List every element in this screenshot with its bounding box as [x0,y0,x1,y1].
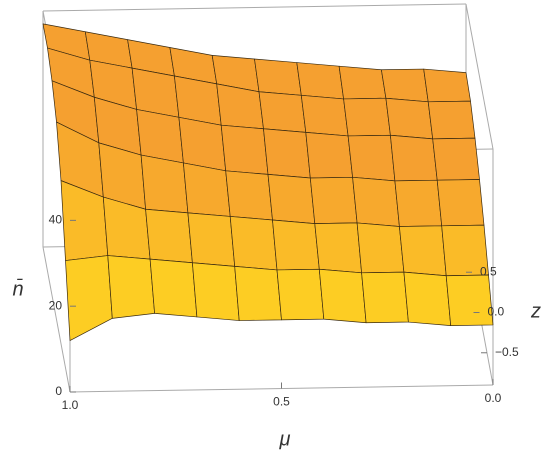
surface-patch [427,100,476,140]
surface-patch [258,91,307,133]
surface-patch [432,137,480,181]
surface-patch [403,271,452,326]
y-tick-label: −0.5 [495,345,519,359]
surface-patch [272,219,320,271]
surface-patch [356,222,405,274]
x-axis-label: μ [279,428,291,450]
surface-patch [187,212,236,267]
surface-patch [394,179,443,227]
surface-patch [347,134,396,182]
x-tick-label: 0.5 [273,395,290,409]
surface-patch [361,271,409,324]
surface-patch [445,274,494,326]
surface-patch [314,222,362,274]
surface-patch [234,265,282,321]
surface-patch [305,132,353,179]
z-axis-label: n̄ [12,277,23,300]
box-edge [42,246,71,393]
axes: 1.0 0.5 0.0 −0.5 0.0 0.5 0 20 40 [49,213,519,413]
surface [42,23,494,341]
surface-patch [423,68,471,103]
surface-patch [107,255,155,319]
surface-patch [192,262,240,321]
surface-patch [399,225,447,277]
surface-patch [225,170,273,221]
surface-patch [390,134,438,182]
surface-patch [140,154,189,214]
box-edge [42,3,467,12]
z-tick-label: 20 [49,298,63,312]
surface-patch [145,208,193,264]
x-tick-label: 0.0 [485,391,502,405]
surface-patch [276,268,325,321]
surface-patch [263,128,311,179]
z-tick-label: 40 [49,213,63,227]
surface-patch [229,216,278,271]
surface-patch [381,68,429,103]
surface-patch [254,58,302,96]
y-tick-label: 0.5 [480,264,497,278]
surface-patch [267,174,316,224]
surface-patch [436,179,485,227]
surface-patch [220,124,269,175]
y-axis-label: z [530,300,541,322]
y-tick-label: 0.0 [488,305,505,319]
surface-patch [183,162,231,217]
surface-patch [149,258,198,318]
surface-patch [318,268,367,324]
z-tick-label: 0 [55,384,62,398]
surface-patch [65,255,113,341]
surface-patch [343,97,391,137]
box-edge [465,3,494,150]
surface-patch [300,94,349,137]
surface-patch [385,97,434,140]
surface-patch [338,65,387,100]
surface-patch [352,176,400,227]
x-tick-label: 1.0 [62,398,79,412]
surface-patch [136,109,184,164]
surface-patch [296,62,344,100]
surface-patch [178,116,227,172]
surface-patch [309,176,358,224]
